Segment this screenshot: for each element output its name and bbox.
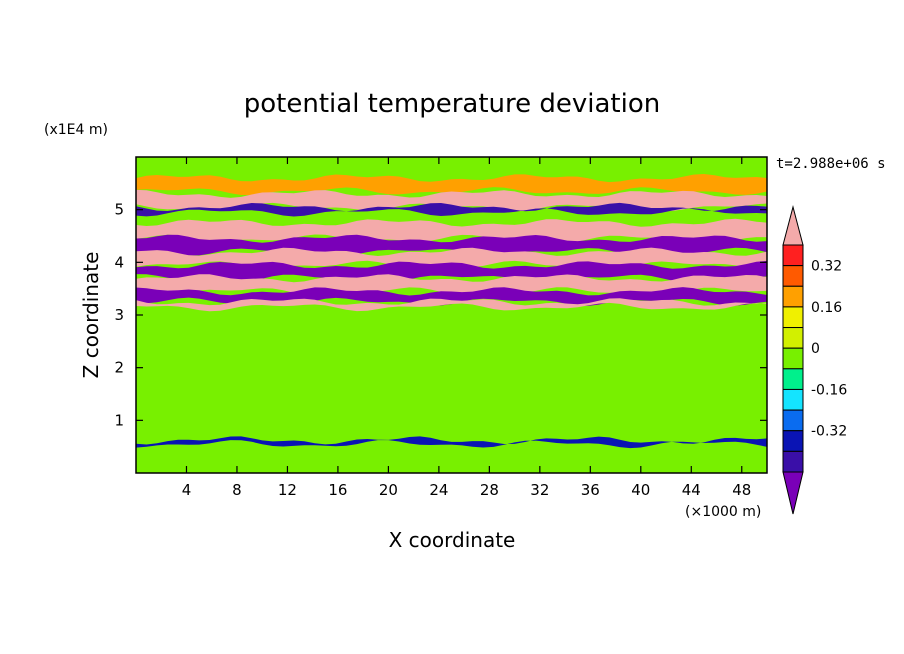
time-label: t=2.988e+06 s <box>776 156 886 172</box>
y-tick-label: 1 <box>114 411 124 429</box>
x-tick-label: 36 <box>581 481 600 499</box>
contour-band-10 <box>136 436 767 449</box>
contour-band-6 <box>136 260 767 283</box>
x-tick-label: 16 <box>328 481 347 499</box>
colorbar-label: 0.16 <box>811 300 842 316</box>
x-tick-label: 44 <box>682 481 701 499</box>
contour-band-4 <box>136 234 767 256</box>
colorbar-box <box>782 327 804 349</box>
colorbar-bottom-triangle <box>782 471 804 515</box>
colorbar-box <box>782 388 804 411</box>
y-unit-label: (x1E4 m) <box>44 122 108 138</box>
x-tick-label: 12 <box>278 481 297 499</box>
x-tick-label: 32 <box>530 481 549 499</box>
colorbar-box <box>782 430 804 452</box>
contour-field <box>136 157 767 473</box>
contour-band-0 <box>136 174 767 196</box>
y-tick-label: 3 <box>114 306 124 324</box>
colorbar-label: 0 <box>811 341 820 357</box>
x-tick-label: 4 <box>182 481 192 499</box>
x-tick-label: 8 <box>232 481 242 499</box>
colorbar-box <box>782 265 804 287</box>
y-axis: 1 2 3 4 5 <box>114 201 767 429</box>
colorbar-box <box>782 347 804 370</box>
x-unit-label: (×1000 m) <box>685 504 761 520</box>
contour-band-2 <box>136 202 767 217</box>
y-tick-label: 5 <box>114 201 124 219</box>
x-tick-label: 40 <box>631 481 650 499</box>
contour-band-9 <box>136 298 767 312</box>
y-tick-label: 4 <box>114 253 124 271</box>
x-tick-label: 48 <box>732 481 751 499</box>
colorbar-label: -0.32 <box>811 424 847 440</box>
colorbar-label: 0.32 <box>811 259 842 275</box>
colorbar-top-triangle <box>782 205 804 246</box>
colorbar-box <box>782 409 804 432</box>
x-axis-label: X coordinate <box>389 528 516 552</box>
contour-band-1 <box>136 189 767 211</box>
colorbar-box <box>782 285 804 308</box>
x-axis: 4 8 12 16 20 24 28 32 36 40 44 48 <box>182 157 751 499</box>
chart-title: potential temperature deviation <box>244 89 660 119</box>
contour-band-5 <box>136 247 767 269</box>
colorbar-box <box>782 450 804 473</box>
x-tick-label: 28 <box>480 481 499 499</box>
y-tick-label: 2 <box>114 359 124 377</box>
contour-band-3 <box>136 218 767 243</box>
y-axis-label: Z coordinate <box>79 252 103 379</box>
colorbar-box <box>782 244 804 267</box>
x-tick-label: 20 <box>379 481 398 499</box>
colorbar-box <box>782 368 804 390</box>
x-tick-label: 24 <box>429 481 448 499</box>
colorbar-box <box>782 306 804 329</box>
colorbar-label: -0.16 <box>811 382 847 398</box>
colorbar: 0.32 0.16 0 -0.16 -0.32 <box>782 205 847 515</box>
contour-band-7 <box>136 274 767 296</box>
